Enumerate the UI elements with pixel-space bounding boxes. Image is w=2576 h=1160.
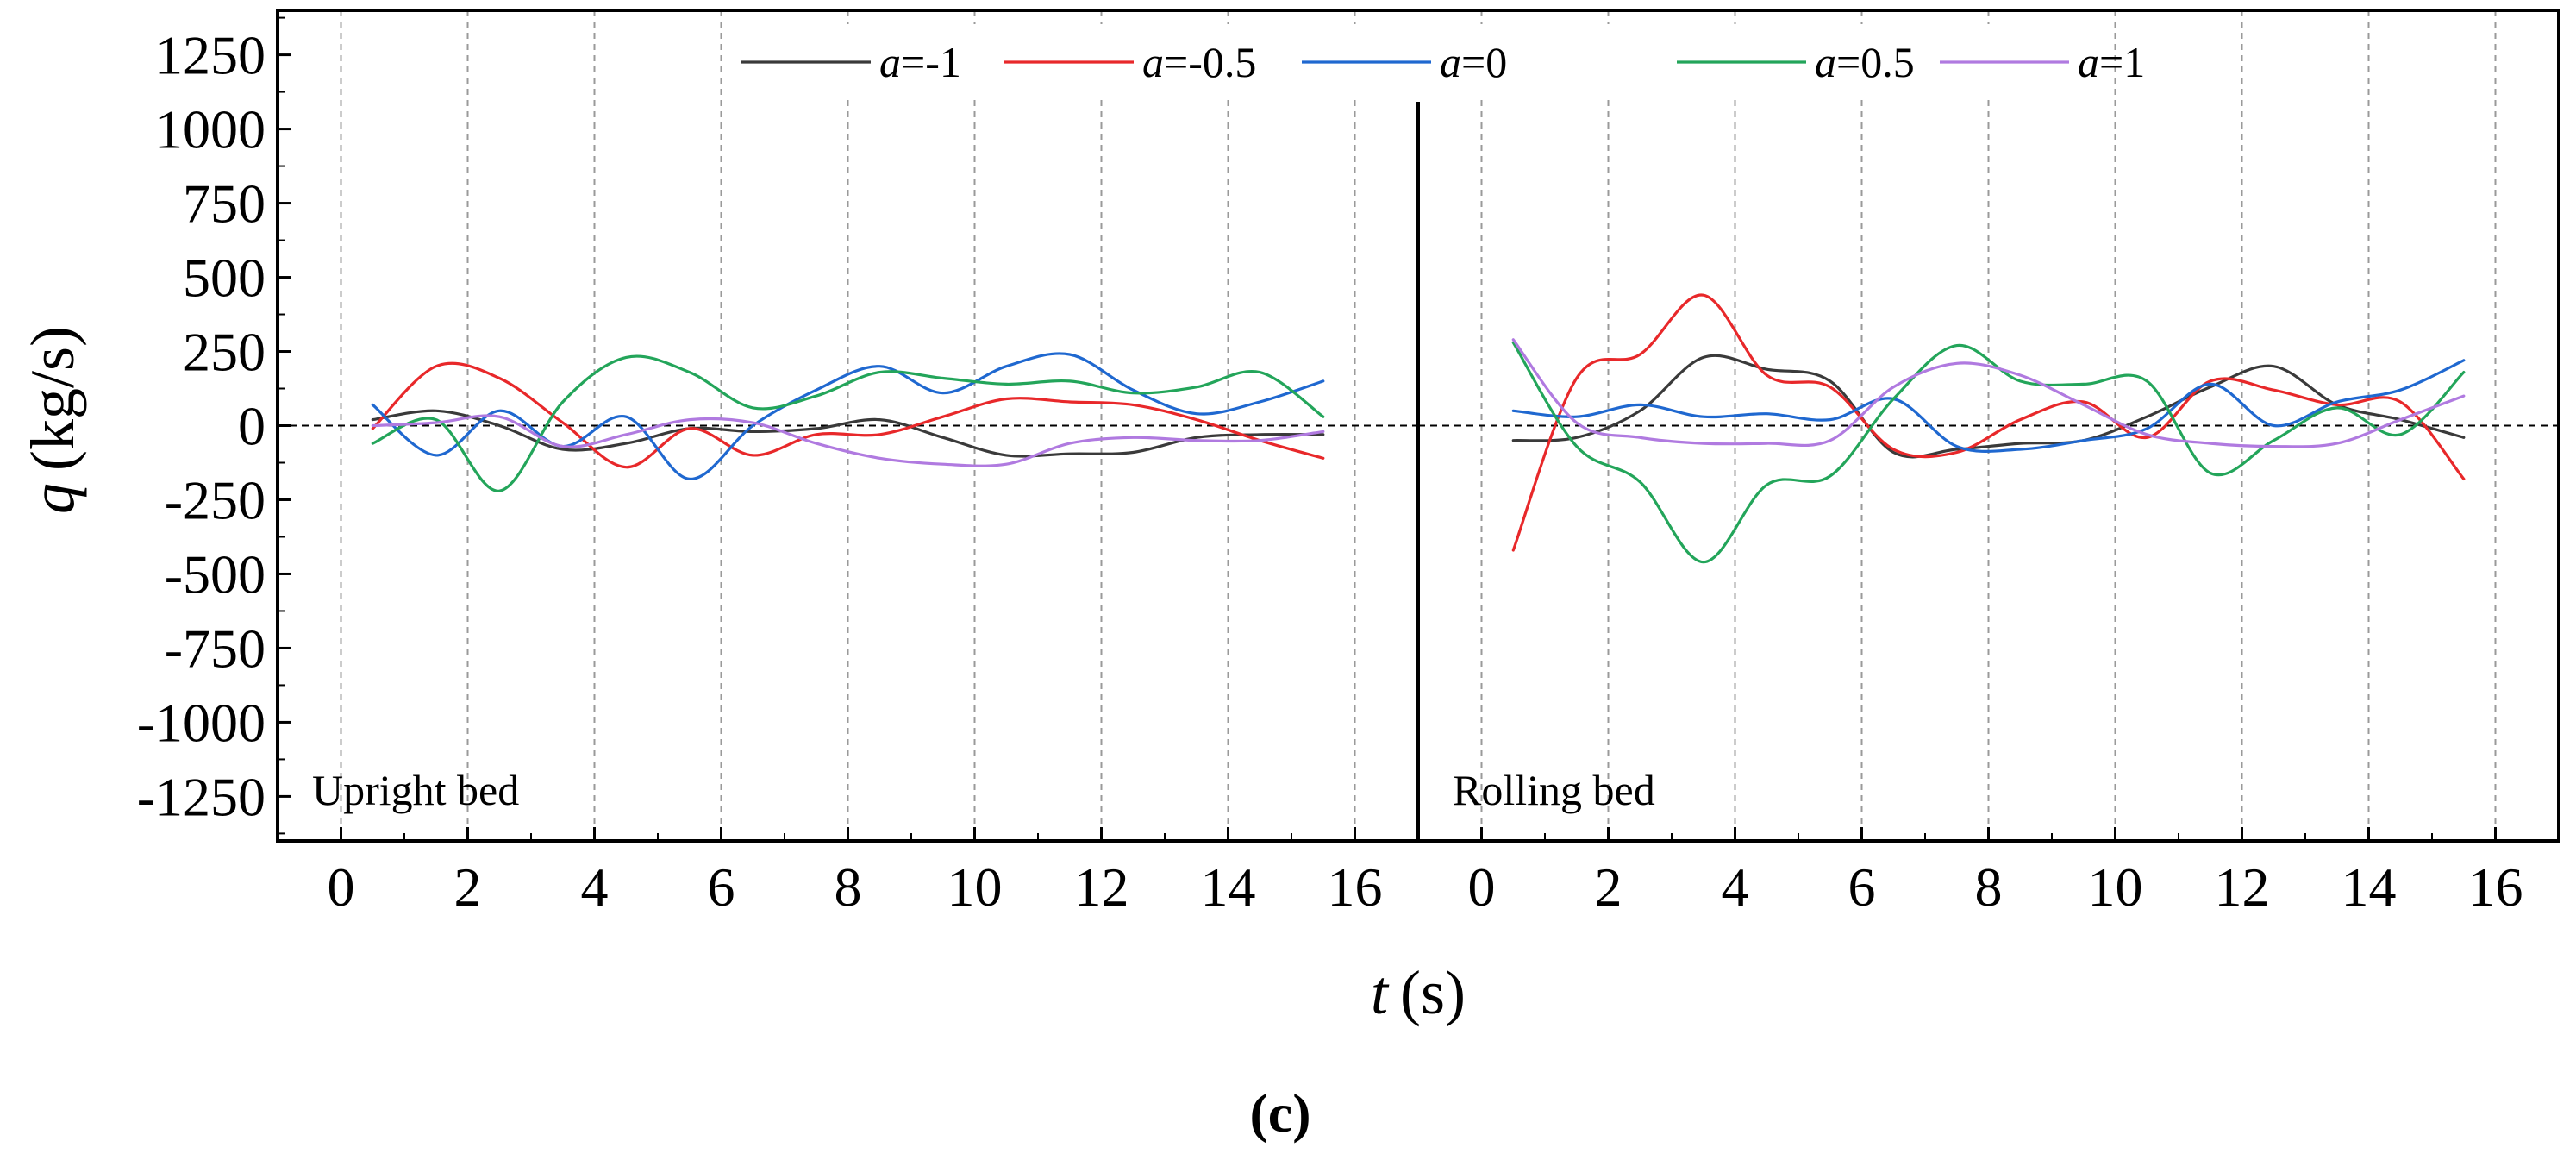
y-tick-label: -750 bbox=[165, 618, 266, 679]
y-tick-label: -1000 bbox=[137, 692, 266, 753]
legend-value: =0 bbox=[1461, 38, 1507, 86]
series-line-1-a=1 bbox=[1511, 338, 2466, 448]
legend-entry: a=1 bbox=[2078, 38, 2145, 86]
panel-labels: Upright bed Rolling bed bbox=[312, 766, 1655, 814]
legend-symbol: a bbox=[1815, 38, 1836, 86]
panel-label: Upright bed bbox=[312, 766, 519, 814]
legend-symbol: a bbox=[2078, 38, 2099, 86]
legend-entry: a=0 bbox=[1440, 38, 1507, 86]
series-layer bbox=[371, 293, 2466, 564]
figure-caption: (c) bbox=[1249, 1082, 1310, 1144]
x-axis-ticks: 0 2 4 6 8 10 12 14 16 0 2 4 6 8 10 12 14 16 bbox=[277, 827, 2560, 918]
series-line-1-a=-0.5 bbox=[1511, 293, 2466, 552]
y-tick-label: 1250 bbox=[155, 25, 266, 86]
x-tick-label: 14 bbox=[2342, 856, 2397, 918]
y-tick-label: -1250 bbox=[137, 766, 266, 827]
x-tick-label: 10 bbox=[947, 856, 1003, 918]
y-tick-label: 500 bbox=[183, 248, 266, 309]
legend-value: =-1 bbox=[901, 38, 961, 86]
x-axis-variable: t bbox=[1371, 958, 1390, 1027]
x-tick-label: 6 bbox=[708, 856, 735, 918]
legend-background bbox=[733, 24, 2060, 97]
y-axis-ticks: 1250 1000 750 500 250 0 -250 -500 -750 -1000 -1250 bbox=[137, 16, 291, 835]
x-tick-label: 12 bbox=[2215, 856, 2270, 918]
x-axis-title: t (s) bbox=[1371, 958, 1466, 1027]
x-tick-label: 2 bbox=[454, 856, 482, 918]
series-line-0-a=-1 bbox=[371, 409, 1325, 458]
y-tick-label: 750 bbox=[183, 173, 266, 235]
legend-symbol: a bbox=[1440, 38, 1461, 86]
series-line-0-a=1 bbox=[371, 414, 1325, 467]
y-tick-label: 0 bbox=[238, 396, 266, 457]
series-line-0-a=0 bbox=[371, 352, 1325, 481]
x-tick-label: 0 bbox=[328, 856, 355, 918]
x-axis-unit: (s) bbox=[1400, 958, 1466, 1027]
legend-entry: a=0.5 bbox=[1815, 38, 1915, 86]
y-tick-label: 1000 bbox=[155, 99, 266, 160]
x-tick-label: 4 bbox=[581, 856, 609, 918]
y-tick-label: -250 bbox=[165, 469, 266, 530]
legend-entry: a=-1 bbox=[879, 38, 961, 86]
legend: a=-1 a=-0.5 a=0 a=0.5 a=1 bbox=[733, 24, 2145, 97]
y-axis-unit: (kg/s) bbox=[18, 326, 87, 471]
series-line-0-a=0.5 bbox=[371, 354, 1325, 492]
y-tick-label: -500 bbox=[165, 543, 266, 605]
x-tick-label: 0 bbox=[1468, 856, 1496, 918]
x-tick-label: 16 bbox=[1328, 856, 1383, 918]
x-tick-label: 12 bbox=[1074, 856, 1129, 918]
legend-symbol: a bbox=[879, 38, 901, 86]
series-line-0-a=-0.5 bbox=[371, 361, 1325, 469]
y-axis-variable: q bbox=[18, 483, 87, 514]
legend-entry: a=-0.5 bbox=[1142, 38, 1256, 86]
x-tick-label: 8 bbox=[1975, 856, 2003, 918]
series-line-1-a=-1 bbox=[1511, 354, 2466, 459]
legend-symbol: a bbox=[1142, 38, 1164, 86]
legend-value: =0.5 bbox=[1836, 38, 1915, 86]
x-tick-label: 16 bbox=[2468, 856, 2523, 918]
series-line-1-a=0.5 bbox=[1511, 341, 2466, 564]
x-tick-label: 14 bbox=[1201, 856, 1256, 918]
x-tick-label: 6 bbox=[1848, 856, 1876, 918]
y-tick-label: 250 bbox=[183, 322, 266, 383]
y-axis-title: q (kg/s) bbox=[18, 326, 87, 514]
series-line-1-a=0 bbox=[1511, 359, 2466, 454]
x-tick-label: 8 bbox=[835, 856, 862, 918]
x-tick-label: 2 bbox=[1595, 856, 1623, 918]
panel-label: Rolling bed bbox=[1453, 766, 1655, 814]
legend-value: =1 bbox=[2099, 38, 2145, 86]
legend-value: =-0.5 bbox=[1164, 38, 1256, 86]
x-tick-label: 4 bbox=[1722, 856, 1749, 918]
x-tick-label: 10 bbox=[2088, 856, 2143, 918]
